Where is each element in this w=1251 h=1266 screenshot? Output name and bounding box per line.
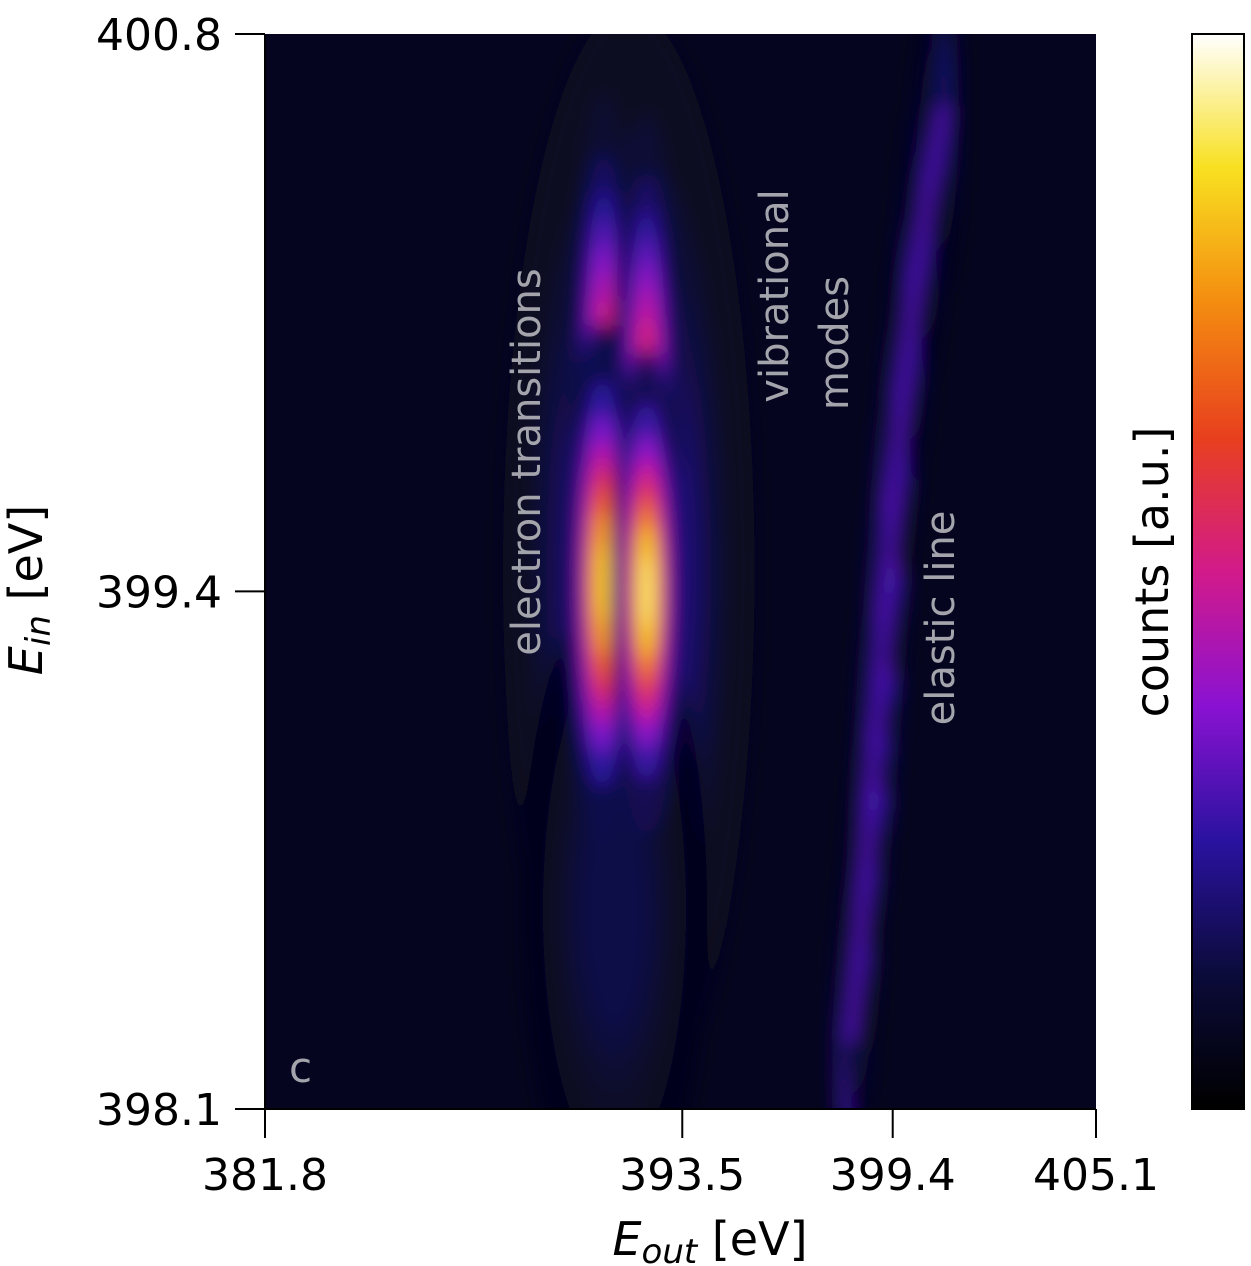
electron-transitions-tail-level xyxy=(600,859,629,960)
x-tick-label: 399.4 xyxy=(830,1150,956,1201)
heatmap-intensity xyxy=(502,34,963,1109)
x-tick-label: 393.5 xyxy=(619,1150,745,1201)
colorbar-label: counts [a.u.] xyxy=(1125,427,1179,718)
annotation-vibrational: vibrational xyxy=(752,189,798,402)
y-tick-label: 400.8 xyxy=(96,10,222,61)
annotation-electron-transitions: electron transitions xyxy=(504,268,550,656)
x-tick-label: 405.1 xyxy=(1033,1150,1159,1201)
annotation-modes: modes xyxy=(812,276,858,410)
axes xyxy=(264,34,1096,1110)
panel-label: c xyxy=(289,1043,312,1092)
annotation-elastic-line: elastic line xyxy=(918,511,964,726)
x-tick-label: 381.8 xyxy=(202,1150,328,1201)
x-axis-title: Eout [eV] xyxy=(612,1212,807,1266)
electron-transitions-left-peak-level xyxy=(596,543,608,624)
y-tick-label: 399.4 xyxy=(96,567,222,618)
colorbar xyxy=(1191,33,1245,1110)
electron-transitions-right-peak-level xyxy=(641,554,652,629)
y-axis-title: Ein [eV] xyxy=(0,505,59,675)
y-tick-label: 398.1 xyxy=(96,1085,222,1136)
elastic-line-trace xyxy=(844,104,950,1042)
